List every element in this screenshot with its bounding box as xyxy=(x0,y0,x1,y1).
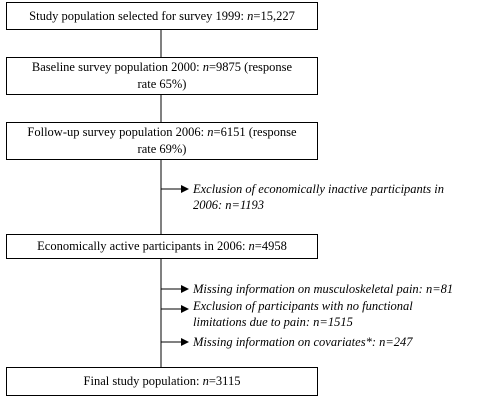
exclusion-no-limitations-line1: Exclusion of participants with no functi… xyxy=(193,299,413,313)
box-baseline-population: Baseline survey population 2000: n=9875 … xyxy=(6,57,318,95)
box-baseline-value: =9875 (response xyxy=(208,60,293,74)
box-selected-value: =15,227 xyxy=(253,8,295,23)
exclusion-inactive-line1: Exclusion of economically inactive parti… xyxy=(193,182,444,196)
box-followup-value: =6151 (response xyxy=(213,125,297,139)
box-active-participants: Economically active participants in 2006… xyxy=(6,234,318,259)
box-baseline-rate: rate 65%) xyxy=(137,77,187,91)
box-active-text: Economically active participants in 2006… xyxy=(37,239,249,253)
box-followup-n: n xyxy=(207,125,214,139)
box-baseline-text: Baseline survey population 2000: xyxy=(31,60,203,74)
box-followup-rate: rate 69%) xyxy=(137,142,187,156)
exclusion-no-limitations: Exclusion of participants with no functi… xyxy=(193,298,413,330)
exclusion-pain-missing-line1: Missing information on musculoskeletal p… xyxy=(193,282,454,296)
box-active-value: =4958 xyxy=(254,239,287,253)
box-selected-population: Study population selected for survey 199… xyxy=(6,2,318,30)
box-selected-text: Study population selected for survey 199… xyxy=(29,8,248,23)
exclusion-inactive-line2: 2006: n=1193 xyxy=(193,198,265,212)
exclusion-covariates-line1: Missing information on covariates*: n=24… xyxy=(193,335,413,349)
box-selected-n: n xyxy=(247,8,254,23)
exclusion-covariates: Missing information on covariates*: n=24… xyxy=(193,334,413,350)
box-final-value: =3115 xyxy=(208,374,241,388)
box-followup-population: Follow-up survey population 2006: n=6151… xyxy=(6,122,318,160)
box-active-n: n xyxy=(248,239,255,253)
box-final-n: n xyxy=(202,374,209,388)
exclusion-pain-missing: Missing information on musculoskeletal p… xyxy=(193,281,453,297)
box-final-text: Final study population: xyxy=(83,374,203,388)
box-baseline-n: n xyxy=(202,60,209,74)
box-followup-text: Follow-up survey population 2006: xyxy=(27,125,208,139)
box-final-population: Final study population: n=3115 xyxy=(6,367,318,396)
exclusion-inactive: Exclusion of economically inactive parti… xyxy=(193,181,444,213)
exclusion-no-limitations-line2: limitations due to pain: n=1515 xyxy=(193,315,353,329)
